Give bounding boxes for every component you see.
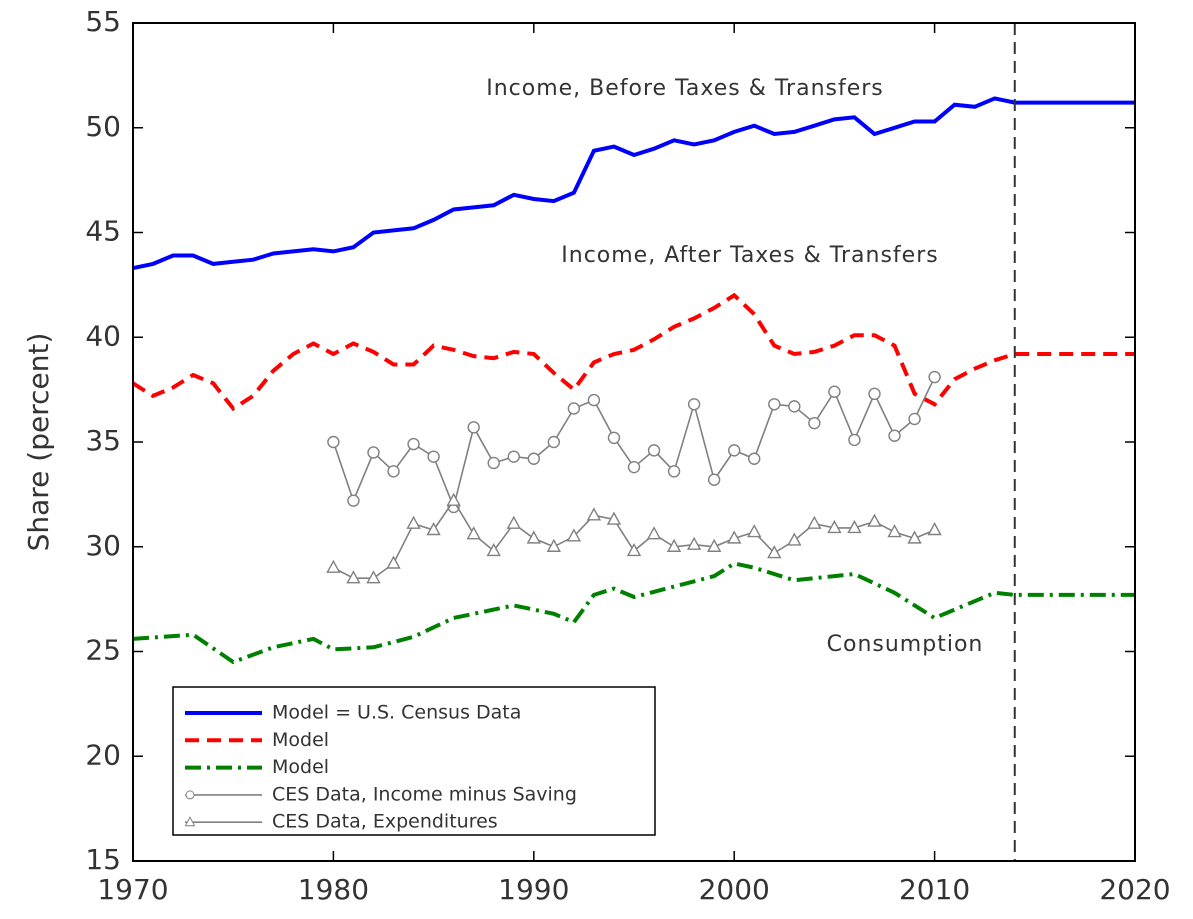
annotation: Consumption bbox=[827, 632, 984, 657]
series-line bbox=[131, 292, 1135, 412]
marker bbox=[446, 492, 461, 506]
series-line bbox=[333, 499, 935, 580]
x-tick-label: 1970 bbox=[97, 873, 168, 906]
marker bbox=[467, 421, 480, 434]
marker bbox=[908, 412, 921, 426]
marker bbox=[868, 387, 881, 401]
marker bbox=[927, 522, 942, 536]
x-tick-label: 2010 bbox=[899, 873, 970, 906]
marker bbox=[347, 494, 360, 507]
marker bbox=[626, 542, 642, 557]
marker bbox=[547, 435, 561, 449]
annotation: Income, Before Taxes & Transfers bbox=[486, 76, 884, 101]
marker bbox=[827, 519, 842, 534]
marker bbox=[367, 446, 380, 459]
marker bbox=[646, 526, 662, 540]
marker bbox=[506, 515, 521, 529]
legend-marker bbox=[184, 816, 196, 827]
marker bbox=[606, 511, 622, 525]
y-axis-label: Share (percent) bbox=[22, 333, 55, 552]
marker bbox=[928, 370, 941, 384]
marker bbox=[527, 452, 540, 465]
marker bbox=[366, 570, 381, 584]
y-tick-label: 30 bbox=[85, 529, 121, 562]
marker bbox=[807, 515, 822, 529]
marker bbox=[567, 402, 581, 415]
x-tick-label: 1980 bbox=[298, 873, 369, 906]
marker bbox=[867, 513, 882, 527]
legend-label: CES Data, Expenditures bbox=[272, 811, 498, 833]
y-tick-label: 40 bbox=[85, 319, 121, 352]
marker bbox=[407, 437, 420, 451]
legend-label: CES Data, Income minus Saving bbox=[272, 783, 577, 805]
marker bbox=[747, 524, 762, 538]
marker bbox=[487, 456, 500, 470]
marker bbox=[526, 530, 541, 544]
marker bbox=[888, 429, 901, 442]
legend-label: Model bbox=[272, 756, 329, 778]
marker bbox=[486, 542, 501, 557]
marker bbox=[327, 435, 340, 449]
marker bbox=[727, 530, 742, 544]
legend-label: Model bbox=[272, 729, 329, 751]
series-line bbox=[132, 96, 1135, 271]
x-tick-label: 1990 bbox=[498, 873, 569, 906]
legend: Model = U.S. Census Data Model Model CES Da… bbox=[172, 686, 656, 836]
y-tick-label: 20 bbox=[85, 738, 121, 771]
series-line bbox=[132, 561, 1135, 665]
marker bbox=[587, 393, 601, 407]
y-tick-label: 50 bbox=[85, 110, 121, 143]
y-tick-label: 25 bbox=[85, 634, 121, 667]
marker bbox=[466, 526, 481, 540]
marker bbox=[828, 385, 841, 398]
marker bbox=[326, 559, 341, 573]
marker bbox=[426, 522, 441, 536]
x-tick-label: 2020 bbox=[1099, 873, 1170, 906]
marker bbox=[427, 450, 440, 463]
marker bbox=[848, 433, 861, 447]
marker bbox=[687, 398, 701, 411]
y-tick-label: 45 bbox=[85, 215, 121, 248]
marker bbox=[666, 538, 682, 552]
marker bbox=[346, 570, 361, 584]
marker bbox=[728, 444, 741, 457]
y-tick-label: 35 bbox=[85, 424, 121, 457]
marker bbox=[507, 450, 520, 463]
marker bbox=[686, 536, 702, 550]
plot-frame bbox=[132, 22, 1136, 862]
marker bbox=[667, 465, 681, 478]
marker bbox=[706, 538, 722, 552]
marker bbox=[406, 515, 421, 529]
marker bbox=[566, 528, 582, 542]
marker bbox=[387, 465, 400, 478]
marker bbox=[647, 444, 661, 457]
annotation: Income, After Taxes & Transfers bbox=[561, 243, 938, 268]
marker bbox=[546, 538, 562, 552]
marker bbox=[607, 431, 621, 445]
marker bbox=[787, 532, 802, 546]
marker bbox=[907, 530, 922, 544]
series-line bbox=[332, 376, 936, 510]
marker bbox=[768, 398, 781, 411]
marker bbox=[788, 400, 801, 413]
marker bbox=[847, 519, 862, 534]
legend-label: Model = U.S. Census Data bbox=[272, 702, 521, 724]
y-tick-label: 55 bbox=[85, 5, 121, 38]
y-tick-label: 15 bbox=[85, 843, 121, 876]
marker bbox=[386, 555, 401, 569]
legend-marker bbox=[185, 790, 195, 800]
marker bbox=[586, 507, 602, 521]
marker bbox=[767, 545, 782, 559]
marker bbox=[627, 460, 641, 474]
marker bbox=[887, 524, 902, 538]
x-tick-label: 2000 bbox=[699, 873, 770, 906]
marker bbox=[748, 452, 761, 465]
marker bbox=[808, 416, 821, 430]
marker bbox=[707, 473, 721, 486]
